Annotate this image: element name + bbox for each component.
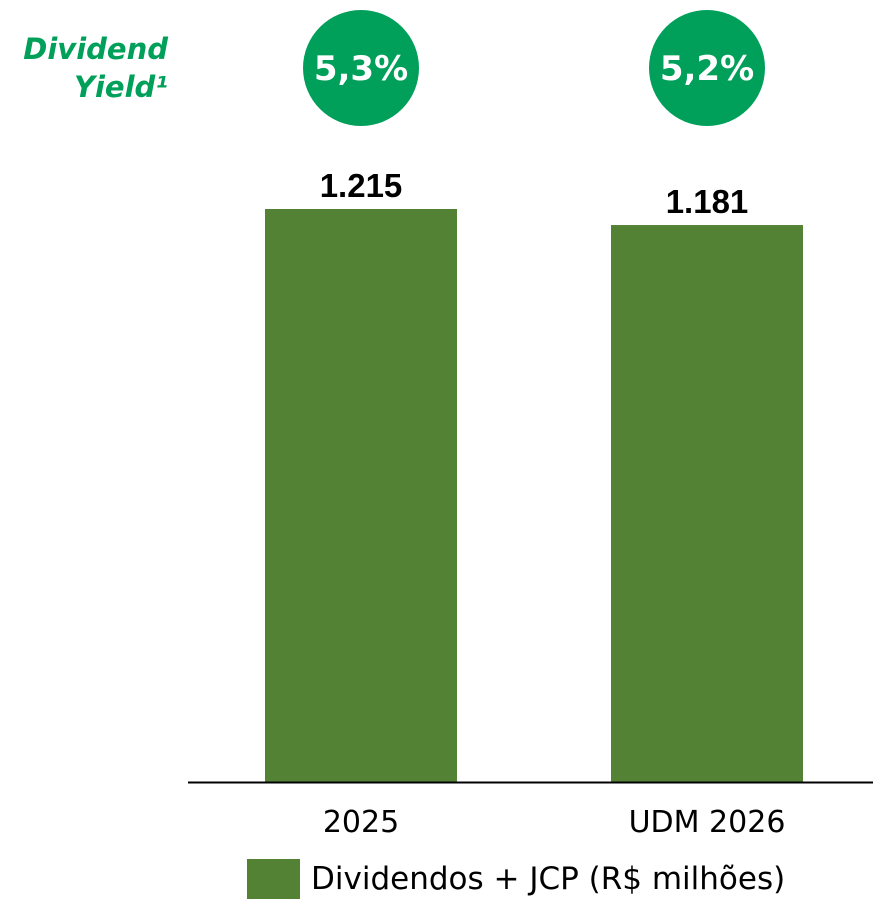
bars	[265, 209, 803, 783]
yield-value-1: 5,2%	[660, 49, 754, 89]
value-label-1: 1.181	[666, 183, 749, 220]
dividend-yield-label: Dividend Yield¹	[0, 30, 168, 106]
value-label-0: 1.215	[320, 167, 403, 204]
bar-0	[265, 209, 457, 782]
yield-value-0: 5,3%	[314, 49, 408, 89]
x-tick-label-0: 2025	[323, 805, 399, 840]
yield-badges: 5,3% 5,2%	[303, 10, 765, 126]
legend-label: Dividendos + JCP (R$ milhões)	[311, 861, 786, 897]
dividend-yield-label-line1: Dividend	[23, 32, 168, 66]
bar-1	[611, 225, 803, 783]
dividend-yield-label-line2: Yield¹	[73, 70, 168, 104]
yield-circle-0	[303, 10, 419, 126]
x-tick-label-1: UDM 2026	[629, 805, 786, 840]
yield-circle-1	[649, 10, 765, 126]
x-tick-labels: 2025 UDM 2026	[323, 805, 786, 840]
value-labels: 1.215 1.181	[320, 167, 749, 220]
legend-swatch	[247, 859, 300, 899]
legend: Dividendos + JCP (R$ milhões)	[247, 856, 785, 902]
